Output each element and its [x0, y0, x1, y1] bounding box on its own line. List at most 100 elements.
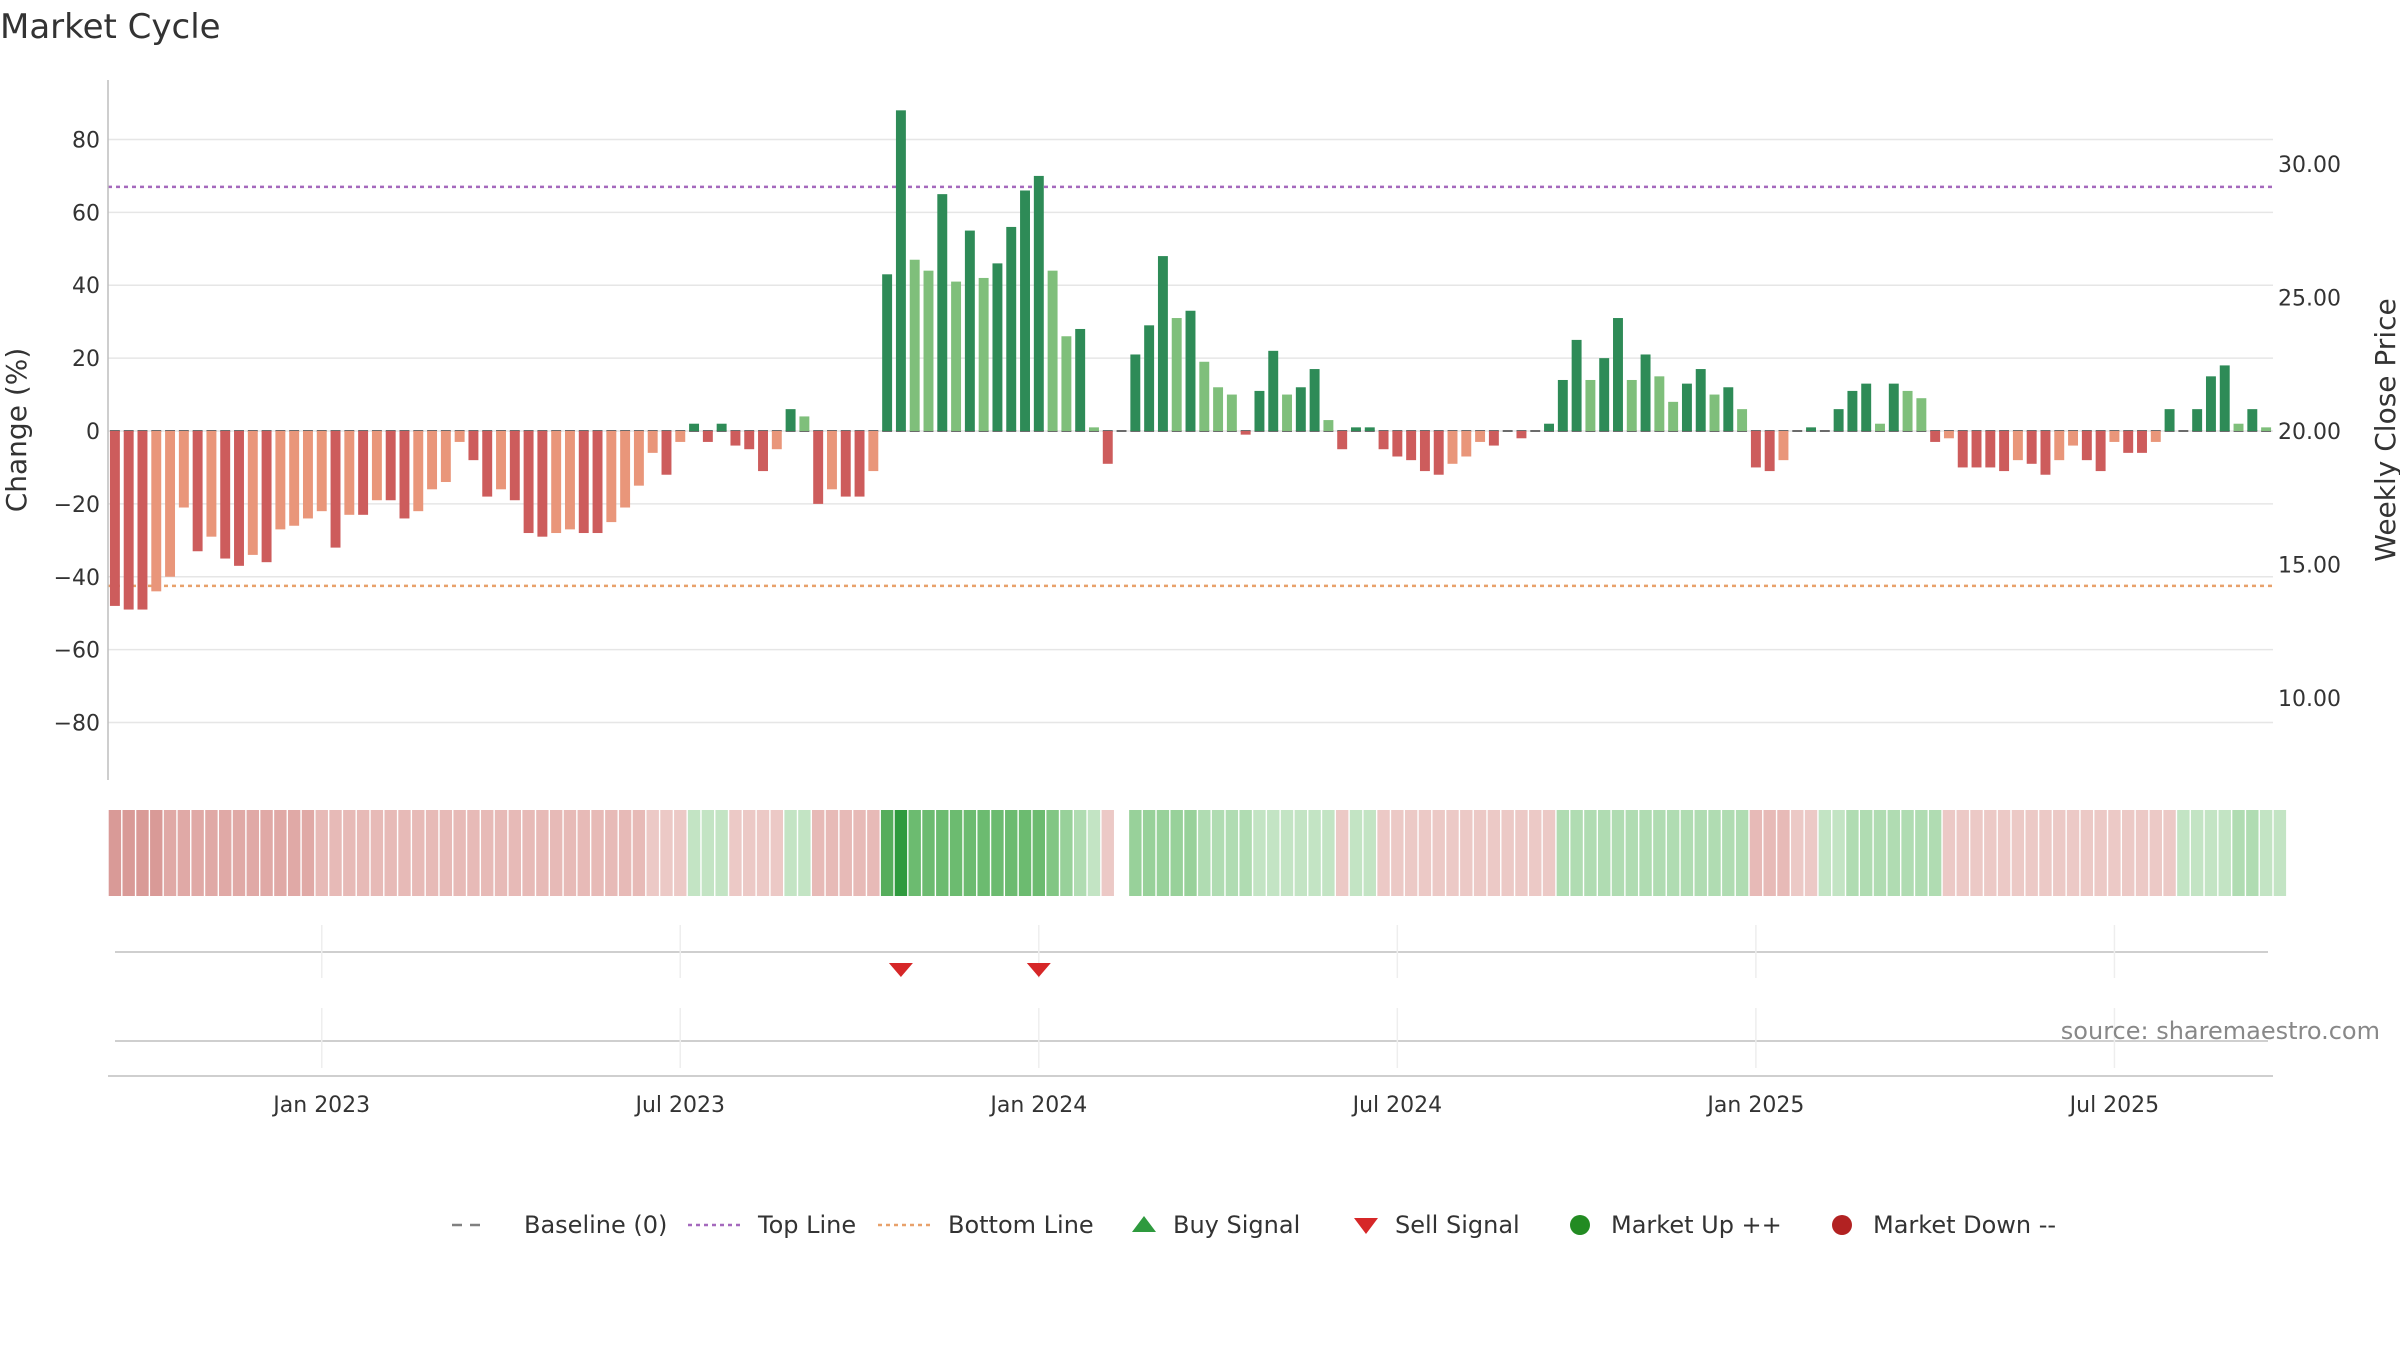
reference-lines [108, 185, 2273, 588]
strength-cell [150, 810, 163, 896]
change-bar [261, 431, 272, 563]
strength-cell [232, 810, 246, 896]
change-bar [1985, 431, 1996, 468]
change-bar [109, 431, 120, 606]
change-bar [371, 431, 382, 501]
strength-cell [122, 810, 135, 896]
change-bar [1102, 431, 1113, 464]
change-bar [923, 270, 934, 431]
change-bar [1930, 431, 1941, 442]
change-bar [496, 431, 506, 490]
strength-cell [2039, 810, 2052, 896]
change-bar [178, 431, 189, 508]
change-bar [771, 431, 782, 450]
change-bar [592, 431, 603, 534]
change-bar [1213, 387, 1224, 431]
change-bar [744, 431, 755, 450]
change-bar [1378, 431, 1389, 450]
change-bar [2081, 431, 2092, 461]
change-bar [1351, 427, 1361, 431]
change-bar [2026, 431, 2037, 464]
y-tick-label: −80 [54, 712, 100, 737]
strength-cell [839, 810, 852, 896]
change-bar [165, 431, 176, 577]
y-tick-label: −20 [54, 493, 100, 518]
change-bar [234, 431, 244, 566]
strength-cell [370, 810, 384, 896]
change-bar [1240, 431, 1251, 435]
y-tick-label: 40 [72, 274, 100, 299]
y2-tick-label: 20.00 [2278, 420, 2341, 445]
x-tick-label: Jan 2023 [271, 1093, 370, 1118]
strength-cell [963, 810, 977, 896]
strength-cell [1005, 810, 1018, 896]
change-bar [1544, 423, 1554, 431]
change-bar [1406, 431, 1417, 461]
strength-cell [1928, 810, 1942, 896]
change-bar [1764, 431, 1775, 472]
change-bar [882, 274, 893, 431]
strength-cell [549, 810, 563, 896]
y-tick-label: −40 [54, 566, 100, 591]
strength-cell [1846, 810, 1859, 896]
strength-cell [1280, 810, 1294, 896]
strength-cell [1597, 810, 1611, 896]
change-bar [1571, 339, 1582, 431]
strength-cell [315, 810, 328, 896]
change-bar [1916, 398, 1927, 431]
legend-label-sell: Sell Signal [1395, 1211, 1520, 1239]
strength-cell [1460, 810, 1473, 896]
strength-cell [674, 810, 687, 896]
change-bar [1654, 376, 1665, 431]
axes: 80 60 40 20 0 −20 −40 −60 −80 30.00 25.00 20.00 15.0… [54, 80, 2341, 780]
strength-cell [1515, 810, 1528, 896]
strength-cell [2246, 810, 2259, 896]
change-bar [468, 431, 479, 461]
strength-cell [1018, 810, 1032, 896]
strength-cell [1722, 810, 1735, 896]
change-bar [220, 431, 231, 559]
strength-cell [936, 810, 949, 896]
change-bar [137, 431, 148, 610]
y-tick-label: −60 [54, 639, 100, 664]
strength-cell [494, 810, 508, 896]
strength-cell [1349, 810, 1363, 896]
strength-cell [1060, 810, 1073, 896]
change-bar [799, 416, 810, 431]
trend-panel [108, 1008, 2273, 1077]
strength-cell [1101, 810, 1114, 896]
strength-cell [1487, 810, 1501, 896]
strength-cell [1818, 810, 1832, 896]
strength-cell [1184, 810, 1197, 896]
change-bar [1613, 318, 1623, 431]
strength-cell [1335, 810, 1349, 896]
change-bar [1875, 423, 1885, 431]
change-bar [1668, 401, 1679, 431]
change-bar [895, 110, 906, 431]
strength-cell [425, 810, 439, 896]
change-bar [330, 431, 341, 548]
strength-cell [219, 810, 232, 896]
x-tick-label: Jul 2023 [634, 1093, 726, 1118]
strength-cell [481, 810, 494, 896]
change-bar [413, 431, 424, 512]
strength-cell [894, 810, 908, 896]
change-bar [206, 431, 217, 537]
strength-cell [1032, 810, 1046, 896]
strength-cell [1763, 810, 1776, 896]
strength-cell [2259, 810, 2273, 896]
x-tick-label: Jan 2025 [1705, 1093, 1804, 1118]
strength-cell [2149, 810, 2162, 896]
y2-tick-label: 15.00 [2278, 554, 2341, 579]
change-bar [440, 431, 451, 483]
change-bar [620, 431, 631, 508]
change-bar [785, 409, 796, 431]
strength-cell [825, 810, 839, 896]
change-bar [606, 431, 617, 523]
change-bar [2068, 431, 2079, 446]
change-bar [1392, 431, 1403, 457]
strength-cell [1749, 810, 1763, 896]
strength-cell [1418, 810, 1432, 896]
strength-cell [343, 810, 356, 896]
